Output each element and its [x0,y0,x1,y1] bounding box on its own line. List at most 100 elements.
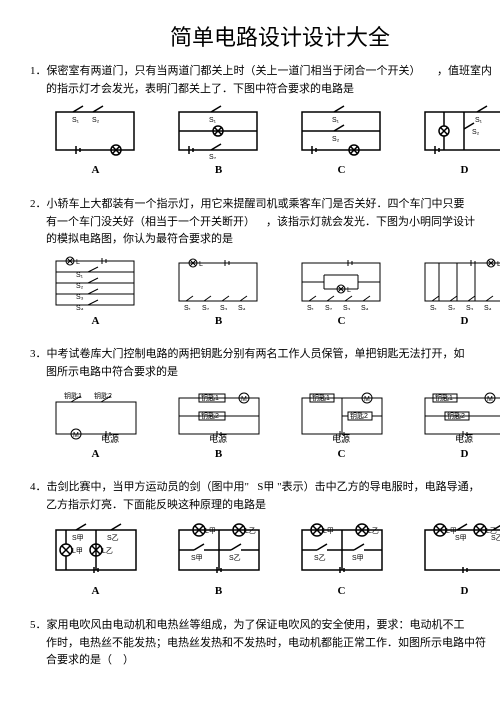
src: 电源 [209,433,227,443]
q4-text: 4．击剑比赛中，当甲方运动员的剑（图中用" S甲 "表示）击中乙方的导电服时，电… [30,479,500,497]
key2: 钥匙2 [201,411,219,420]
q2-option-c: L S₁ S₂ S₃ S₄ C [294,255,389,331]
q4-line1a: 击剑比赛中，当甲方运动员的剑（图中用" [47,481,250,493]
l-label: L [347,287,351,294]
label-b: B [215,583,222,601]
s1-label: S₁ [184,305,192,310]
label-b: B [215,313,222,331]
lj: L甲 [72,547,83,555]
q3-diagrams: M 钥匙1 钥匙2 电源 A M 钥匙1 钥 [30,388,500,464]
src: 电源 [455,433,473,443]
s2-label: S₂ [332,136,340,143]
q2-circuit-c: L S₁ S₂ S₃ S₄ [294,255,389,310]
q5-line1: 家用电吹风由电动机和电热丝等组成，为了保证电吹风的安全使用，要求：电动机不工 [47,619,465,631]
label-d: D [461,313,469,331]
s2-label: S₂ [202,305,210,310]
ly: L乙 [245,527,256,535]
key2: 钥匙2 [447,411,465,420]
label-c: C [338,583,346,601]
q1-circuit-d: S₁ S₂ [417,104,500,159]
q2-line3: 的模拟电路图，你认为最符合要求的是 [30,231,500,249]
s2-label: S₂ [209,154,217,159]
l-label: L [76,259,80,266]
sj: S甲 [191,554,203,562]
label-c: C [338,313,346,331]
label-a: A [92,313,100,331]
q2-line1: 小轿车上大都装有一个指示灯，用它来提醒司机或乘客车门是否关好．四个车门中只要 [47,198,465,210]
s4-label: S₄ [484,305,492,310]
lj: L甲 [323,527,334,535]
question-1: 1．保密室有两道门，只有当两道门都关上时（关上一道门相当于闭合一个开关） ，值班… [30,63,500,180]
s2-label: S₂ [325,305,333,310]
motor-m: M [487,396,493,403]
key1: 钥匙1 [435,393,453,402]
q4-line2: 乙方指示灯亮．下面能反映这种原理的电路是 [30,497,500,515]
q2-circuit-d: L S₁ S₂ S₃ S₄ [417,255,500,310]
label-c: C [338,446,346,464]
s1-label: S₁ [76,272,84,279]
label-c: C [338,162,346,180]
q4-num: 4． [30,481,47,493]
q3-circuit-b: M 钥匙1 钥匙2 电源 [169,388,269,443]
q1-circuit-a: S₁ S₂ [48,104,143,159]
q2-diagrams: L S₁ S₂ S₃ S₄ A L S₁ [30,255,500,331]
s3-label: S₃ [343,305,351,310]
key1: 钥匙1 [64,391,82,400]
q4-option-b: L甲 L乙 S甲 S乙 B [169,520,269,601]
s1-label: S₁ [332,117,340,124]
s1-label: S₁ [72,117,80,124]
src: 电源 [332,433,350,443]
q3-line2: 图所示电路中符合要求的是 [30,364,500,382]
q3-circuit-c: M 钥匙1 钥匙2 电源 [292,388,392,443]
ly: L乙 [368,527,379,535]
lj: L甲 [205,527,216,535]
sy: S乙 [229,554,241,562]
q4-circuit-c: L甲 L乙 S乙 S甲 [292,520,392,580]
q2-line2: 有一个车门没关好（相当于一个开关断开） [46,216,255,228]
sj: S甲 [352,554,364,562]
s2-label: S₂ [92,117,100,124]
motor-m: M [73,432,79,439]
q1-line1: 保密室有两道门，只有当两道门都关上时（关上一道门相当于闭合一个开关） [47,65,421,77]
q3-num: 3． [30,348,47,360]
key1: 钥匙1 [201,393,219,402]
label-d: D [461,446,469,464]
s2-label: S₂ [448,305,456,310]
sy: S乙 [107,534,119,542]
key2: 钥匙2 [350,411,368,420]
q4-diagrams: S甲 S乙 L甲 L乙 A L甲 [30,520,500,601]
q3-circuit-a: M 钥匙1 钥匙2 电源 [46,388,146,443]
q3-text: 3．中考试卷库大门控制电路的两把钥匙分别有两名工作人员保管，单把钥匙无法打开，如 [30,346,500,364]
q4-option-d: L甲 S甲 L乙 S乙 D [415,520,500,601]
question-3: 3．中考试卷库大门控制电路的两把钥匙分别有两名工作人员保管，单把钥匙无法打开，如… [30,346,500,463]
s1-label: S₁ [430,305,438,310]
q3-circuit-d: M 钥匙1 钥匙2 电源 [415,388,500,443]
q2-circuit-b: L S₁ S₂ S₃ S₄ [171,255,266,310]
ly: L乙 [486,527,497,535]
s1-label: S₁ [475,117,483,124]
q2-circuit-a: L S₁ S₂ S₃ S₄ [48,255,143,310]
s4-label: S₄ [361,305,369,310]
q2-option-d: L S₁ S₂ S₃ S₄ D [417,255,500,331]
s4-label: S₄ [76,305,84,310]
label-d: D [461,583,469,601]
lj: L甲 [446,527,457,535]
q5-line3: 合要求的是（ ） [30,652,500,670]
s2-label: S₂ [76,283,84,290]
q3-line1: 中考试卷库大门控制电路的两把钥匙分别有两名工作人员保管，单把钥匙无法打开，如 [47,348,465,360]
q2-num: 2． [30,198,47,210]
q1-option-c: S₁ S₂ C [294,104,389,180]
ly: L乙 [102,547,113,555]
q5-line2: 作时，电热丝不能发热；电热丝发热和不发热时，电动机都能正常工作．如图所示电路中符 [30,635,500,653]
s3-label: S₃ [466,305,474,310]
q3-option-b: M 钥匙1 钥匙2 电源 B [169,388,269,464]
q1-option-b: S₁ S₂ B [171,104,266,180]
sj: S甲 [72,534,84,542]
question-4: 4．击剑比赛中，当甲方运动员的剑（图中用" S甲 "表示）击中乙方的导电服时，电… [30,479,500,601]
q1-circuit-b: S₁ S₂ [171,104,266,159]
s1-label: S₁ [307,305,315,310]
q2-text: 2．小轿车上大都装有一个指示灯，用它来提醒司机或乘客车门是否关好．四个车门中只要 [30,196,500,214]
label-b: B [215,162,222,180]
motor-m: M [241,396,247,403]
page-title: 简单电路设计设计大全 [30,20,500,55]
